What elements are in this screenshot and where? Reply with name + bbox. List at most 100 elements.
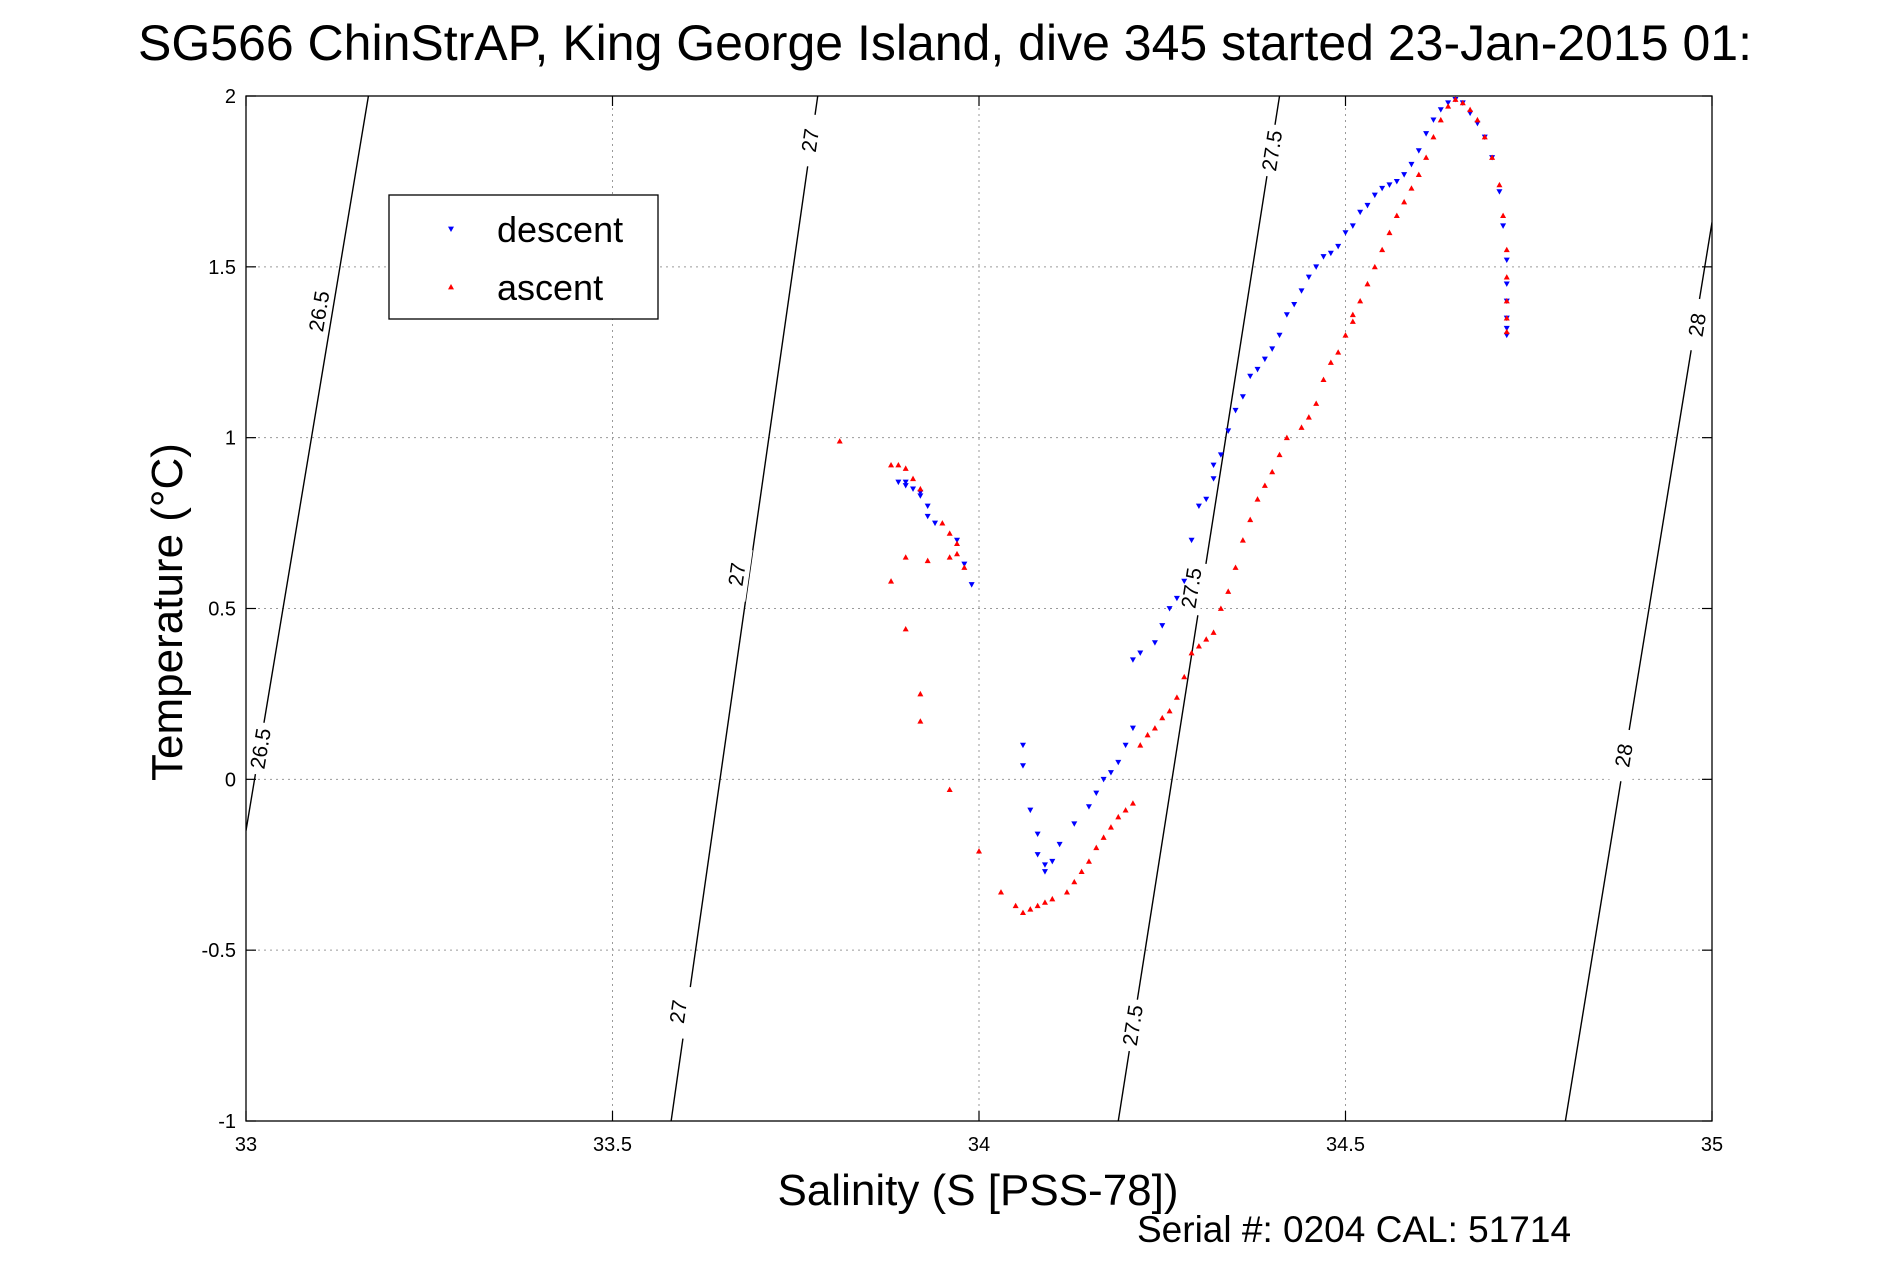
- descent-point: [1159, 623, 1166, 629]
- ascent-point: [1357, 298, 1364, 304]
- ascent-point: [1364, 280, 1371, 287]
- ascent-point: [1276, 451, 1283, 458]
- ascent-point: [1085, 858, 1092, 864]
- ascent-point: [1063, 889, 1070, 895]
- ascent-point: [1500, 212, 1507, 218]
- contour-label-bg: [721, 546, 753, 602]
- descent-point: [1041, 869, 1048, 875]
- serial-cal-footer: Serial #: 0204 CAL: 51714: [1137, 1209, 1571, 1250]
- ascent-point: [1049, 895, 1056, 902]
- ascent-point: [917, 718, 924, 724]
- descent-point: [1430, 117, 1437, 123]
- descent-point: [1496, 189, 1503, 195]
- ascent-point: [1239, 537, 1246, 543]
- density-contour-line: [670, 96, 819, 1121]
- descent-point: [1093, 790, 1100, 796]
- descent-point: [1027, 807, 1034, 814]
- ascent-point: [1078, 868, 1085, 874]
- ascent-point: [1305, 414, 1312, 420]
- descent-point: [1071, 821, 1078, 827]
- contour-label-bg: [244, 720, 277, 777]
- descent-point: [1269, 346, 1276, 352]
- ascent-point: [1137, 742, 1144, 748]
- ascent-point: [1342, 332, 1349, 338]
- descent-point: [902, 483, 909, 489]
- descent-point: [1107, 770, 1114, 776]
- descent-point: [932, 520, 939, 527]
- descent-point: [1129, 657, 1136, 663]
- ascent-point: [1327, 359, 1334, 365]
- ascent-point: [946, 530, 953, 536]
- ascent-point: [976, 848, 982, 854]
- descent-point: [1188, 537, 1195, 544]
- descent-point: [1401, 172, 1408, 178]
- descent-point: [1239, 394, 1246, 400]
- descent-point: [1019, 763, 1026, 769]
- descent-point: [1261, 356, 1268, 363]
- descent-point: [1100, 776, 1107, 783]
- descent-point: [1151, 640, 1158, 646]
- descent-point: [1386, 182, 1393, 188]
- descent-point: [1283, 312, 1290, 318]
- ascent-point: [1269, 468, 1276, 475]
- contour-label-bg: [1681, 297, 1714, 353]
- descent-point: [1276, 332, 1283, 339]
- contour-label: 27: [798, 127, 824, 153]
- descent-point: [1181, 578, 1188, 585]
- ascent-point: [1503, 246, 1510, 253]
- descent-point: [1034, 831, 1041, 837]
- legend-box: [388, 194, 659, 320]
- descent-point: [1503, 281, 1510, 287]
- ascent-point: [888, 578, 895, 584]
- descent-point: [1034, 852, 1041, 858]
- y-tick-label: -1: [218, 1111, 236, 1133]
- ascent-point: [1437, 116, 1444, 123]
- legend-marker-ascent: [448, 284, 454, 290]
- legend-marker-descent: [448, 226, 454, 232]
- ascent-point: [924, 557, 931, 564]
- descent-point: [1291, 302, 1298, 308]
- ascent-point: [1151, 725, 1158, 731]
- ascent-point: [1225, 588, 1232, 594]
- ascent-point: [1379, 246, 1386, 253]
- descent-point: [1342, 230, 1349, 236]
- x-tick-label: 35: [1701, 1134, 1723, 1156]
- descent-point: [1019, 742, 1026, 749]
- ascent-point: [1115, 813, 1122, 820]
- ascent-point: [1195, 643, 1202, 649]
- descent-point: [1408, 161, 1415, 168]
- ascent-point: [1430, 134, 1437, 140]
- descent-point: [1247, 373, 1254, 380]
- ascent-point: [946, 554, 953, 560]
- descent-point: [1232, 407, 1239, 414]
- ascent-point: [836, 438, 843, 444]
- ascent-point: [1100, 834, 1107, 840]
- descent-point: [1415, 148, 1422, 154]
- x-axis-label: Salinity (S [PSS-78]): [777, 1166, 1178, 1215]
- descent-point: [1503, 257, 1510, 263]
- ascent-point: [1467, 106, 1474, 113]
- x-tick-label: 33.5: [593, 1134, 632, 1156]
- ascent-point: [1423, 154, 1430, 160]
- ascent-point: [1166, 708, 1173, 714]
- contour-label: 27: [725, 561, 751, 587]
- ascent-point: [902, 626, 909, 632]
- y-tick-label: 1: [225, 428, 236, 450]
- ascent-point: [888, 462, 895, 468]
- descent-point: [1349, 223, 1356, 229]
- descent-point: [1225, 428, 1232, 434]
- contour-label: 28: [1685, 312, 1711, 339]
- ascent-point: [1415, 171, 1422, 177]
- descent-point: [968, 582, 975, 588]
- ascent-point: [1503, 328, 1510, 335]
- descent-point: [1503, 325, 1510, 332]
- contour-label-bg: [794, 112, 826, 168]
- descent-point: [1298, 288, 1305, 294]
- ascent-point: [1283, 434, 1290, 441]
- ascent-point: [1408, 185, 1415, 191]
- contour-label: 27: [666, 999, 692, 1025]
- descent-point: [1393, 179, 1400, 185]
- ascent-point: [961, 564, 968, 570]
- ascent-point: [902, 465, 909, 471]
